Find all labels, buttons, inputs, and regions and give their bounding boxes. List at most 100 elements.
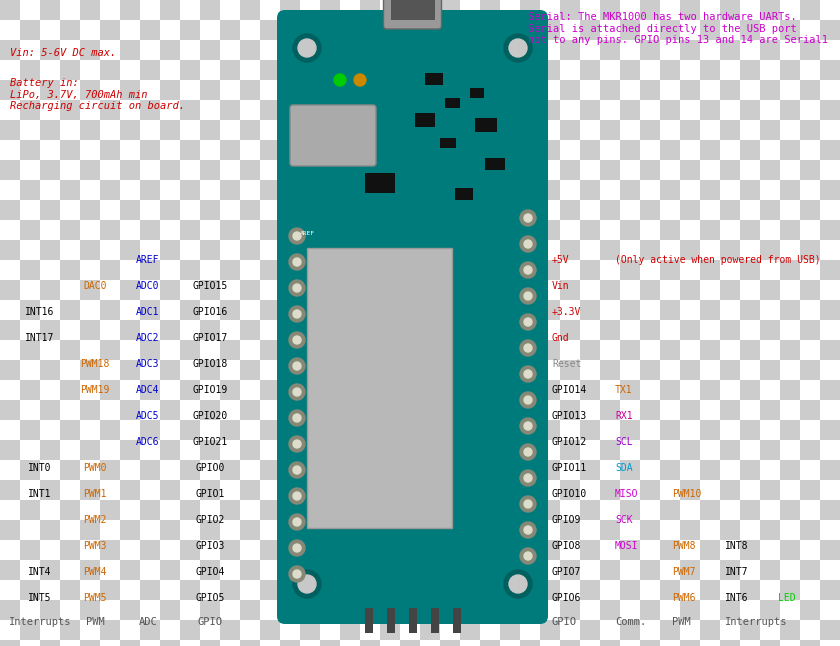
Circle shape bbox=[293, 388, 301, 396]
Bar bbox=[800, 300, 820, 320]
Bar bbox=[120, 480, 140, 500]
Bar bbox=[0, 500, 20, 520]
Bar bbox=[160, 200, 180, 220]
Circle shape bbox=[520, 418, 536, 434]
Bar bbox=[453, 608, 460, 633]
Text: GPIO: GPIO bbox=[197, 617, 223, 627]
Bar bbox=[280, 500, 300, 520]
Bar bbox=[720, 60, 740, 80]
Bar bbox=[820, 600, 840, 620]
Bar bbox=[680, 200, 700, 220]
Bar bbox=[180, 520, 200, 540]
Bar bbox=[340, 180, 360, 200]
Bar bbox=[340, 120, 360, 140]
Bar bbox=[280, 400, 300, 420]
Circle shape bbox=[293, 310, 301, 318]
Bar bbox=[800, 540, 820, 560]
Bar bbox=[445, 98, 460, 108]
Bar bbox=[460, 140, 480, 160]
Bar bbox=[780, 0, 800, 20]
Bar bbox=[280, 640, 300, 646]
Bar bbox=[260, 100, 280, 120]
Bar bbox=[300, 360, 320, 380]
Bar bbox=[140, 560, 160, 580]
Bar bbox=[400, 380, 420, 400]
Bar bbox=[80, 220, 100, 240]
Bar bbox=[120, 360, 140, 380]
Bar bbox=[220, 420, 240, 440]
Bar bbox=[220, 280, 240, 300]
Bar bbox=[80, 620, 100, 640]
Bar bbox=[0, 20, 20, 40]
Bar bbox=[540, 100, 560, 120]
Bar bbox=[20, 360, 40, 380]
Bar bbox=[240, 200, 260, 220]
Bar bbox=[280, 460, 300, 480]
Bar bbox=[140, 360, 160, 380]
Bar bbox=[620, 100, 640, 120]
Bar bbox=[140, 440, 160, 460]
Bar bbox=[220, 200, 240, 220]
Bar bbox=[440, 560, 460, 580]
Text: Comm.: Comm. bbox=[615, 617, 646, 627]
Bar bbox=[600, 140, 620, 160]
Bar bbox=[700, 120, 720, 140]
Bar bbox=[660, 220, 680, 240]
Circle shape bbox=[524, 474, 532, 482]
Bar bbox=[380, 220, 400, 240]
Bar bbox=[240, 640, 260, 646]
Bar bbox=[360, 40, 380, 60]
Bar bbox=[40, 220, 60, 240]
Bar bbox=[340, 20, 360, 40]
Bar bbox=[340, 420, 360, 440]
Bar bbox=[700, 500, 720, 520]
Bar bbox=[100, 240, 120, 260]
Bar bbox=[380, 280, 400, 300]
Bar bbox=[580, 540, 600, 560]
Bar bbox=[340, 520, 360, 540]
Bar bbox=[520, 540, 540, 560]
Bar bbox=[220, 500, 240, 520]
Circle shape bbox=[520, 392, 536, 408]
Bar bbox=[500, 40, 520, 60]
Bar bbox=[660, 160, 680, 180]
Bar bbox=[520, 180, 540, 200]
Circle shape bbox=[504, 34, 532, 62]
Bar bbox=[160, 60, 180, 80]
Bar bbox=[800, 80, 820, 100]
Bar bbox=[300, 400, 320, 420]
Bar bbox=[700, 100, 720, 120]
Bar bbox=[220, 160, 240, 180]
Bar bbox=[120, 280, 140, 300]
Bar bbox=[820, 520, 840, 540]
Bar bbox=[480, 220, 500, 240]
Bar bbox=[220, 600, 240, 620]
Bar bbox=[620, 360, 640, 380]
Bar bbox=[600, 500, 620, 520]
Bar bbox=[240, 540, 260, 560]
Circle shape bbox=[509, 575, 527, 593]
Bar bbox=[720, 160, 740, 180]
Bar bbox=[200, 160, 220, 180]
Bar bbox=[20, 620, 40, 640]
Bar bbox=[420, 480, 440, 500]
Bar bbox=[100, 140, 120, 160]
Bar bbox=[200, 420, 220, 440]
Bar bbox=[720, 520, 740, 540]
Circle shape bbox=[334, 74, 346, 86]
Bar bbox=[160, 320, 180, 340]
Bar bbox=[160, 560, 180, 580]
Bar bbox=[440, 620, 460, 640]
Bar bbox=[820, 400, 840, 420]
Bar bbox=[80, 500, 100, 520]
Bar bbox=[500, 80, 520, 100]
Bar bbox=[820, 300, 840, 320]
Text: PWM2: PWM2 bbox=[83, 515, 107, 525]
Bar bbox=[740, 440, 760, 460]
Bar bbox=[400, 220, 420, 240]
Bar bbox=[660, 500, 680, 520]
Bar bbox=[280, 620, 300, 640]
Bar bbox=[800, 580, 820, 600]
Bar bbox=[260, 600, 280, 620]
Bar bbox=[280, 140, 300, 160]
